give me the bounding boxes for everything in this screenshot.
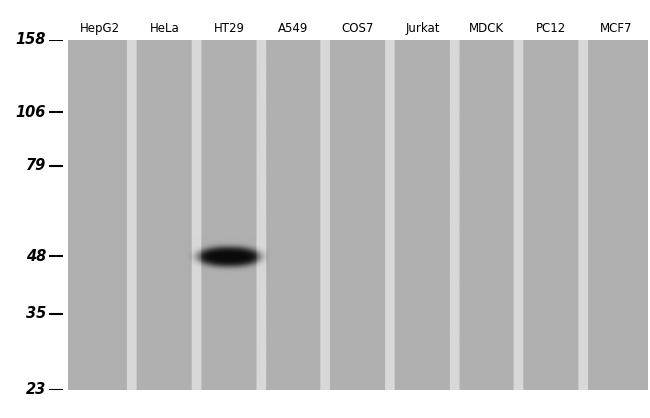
Text: 79: 79 [26,158,46,173]
Text: HT29: HT29 [214,22,244,35]
Text: 48: 48 [26,249,46,264]
Text: 158: 158 [16,33,46,48]
Text: COS7: COS7 [342,22,374,35]
Text: Jurkat: Jurkat [405,22,439,35]
Text: 23: 23 [26,382,46,398]
Text: PC12: PC12 [536,22,566,35]
Text: A549: A549 [278,22,309,35]
Text: HepG2: HepG2 [80,22,120,35]
Text: HeLa: HeLa [150,22,179,35]
Text: 35: 35 [26,306,46,321]
Text: MDCK: MDCK [469,22,504,35]
Text: 106: 106 [16,105,46,120]
Text: MCF7: MCF7 [599,22,632,35]
